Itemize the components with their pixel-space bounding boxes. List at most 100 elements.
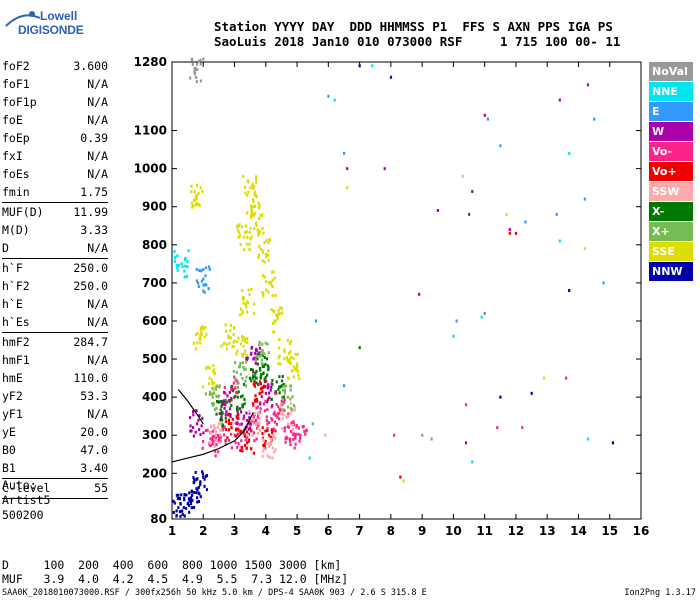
echo-point [283, 429, 286, 433]
echo-point [281, 403, 284, 407]
echo-point [274, 294, 277, 298]
echo-point [213, 408, 217, 412]
echo-point [247, 433, 250, 437]
y-tick-label: 800 [142, 238, 167, 252]
profile-curve [177, 389, 204, 425]
echo-point [253, 421, 256, 425]
echo-point [267, 351, 270, 355]
echo-point [252, 370, 255, 374]
echo-point [593, 117, 596, 121]
echo-point [256, 357, 259, 361]
echo-point [219, 422, 222, 426]
echo-point [217, 450, 220, 454]
echo-point [302, 424, 305, 428]
param-name: foEs [2, 167, 30, 181]
echo-point [194, 203, 197, 207]
echo-point [242, 417, 245, 421]
echo-point [225, 343, 229, 347]
echo-point [209, 437, 212, 441]
echo-point [241, 394, 244, 398]
echo-point [238, 428, 241, 432]
echo-point [202, 475, 205, 479]
echo-point [275, 422, 279, 426]
param-name: h`F2 [2, 279, 30, 293]
param-name: foF1p [2, 95, 37, 109]
echo-point [200, 333, 203, 337]
echo-point [255, 181, 258, 185]
distance-row: D 100 200 400 600 800 1000 1500 3000 [km… [2, 558, 342, 572]
echo-point [199, 62, 202, 66]
echo-point [203, 477, 206, 481]
echo-point [250, 209, 253, 213]
echo-point [583, 197, 586, 201]
echo-point [289, 355, 293, 359]
echo-point [255, 369, 258, 373]
echo-point [258, 429, 261, 433]
echo-point [242, 365, 245, 369]
echo-point [267, 368, 270, 372]
echo-point [299, 433, 302, 437]
echo-point [216, 425, 219, 429]
echo-point [294, 442, 297, 446]
echo-point [251, 187, 254, 191]
echo-point [249, 204, 253, 208]
echo-point [586, 83, 590, 87]
echo-point [195, 184, 199, 188]
echo-point [218, 441, 222, 445]
echo-point [278, 337, 281, 341]
param-name: hmF1 [2, 353, 30, 367]
echo-point [204, 429, 208, 433]
echo-point [260, 362, 263, 366]
echo-point [281, 410, 284, 414]
echo-point [238, 233, 242, 237]
echo-point [543, 376, 546, 380]
echo-point [191, 410, 195, 414]
echo-point [230, 404, 233, 408]
echo-point [455, 319, 458, 323]
echo-point [215, 438, 218, 442]
echo-point [245, 435, 249, 439]
param-row-clevel: C-level 55 [2, 479, 108, 497]
echo-point [278, 411, 282, 415]
echo-point [266, 398, 270, 402]
echo-point [241, 311, 244, 315]
param-name: B0 [2, 443, 16, 457]
echo-point [199, 79, 202, 83]
echo-point [274, 448, 277, 452]
echo-point [289, 401, 292, 405]
echo-point [346, 167, 349, 171]
echo-point [229, 432, 233, 436]
echo-point [214, 454, 217, 458]
echo-point [258, 391, 261, 395]
echo-point [266, 428, 269, 432]
param-row-hme: hmE 110.0 [2, 369, 108, 387]
y-tick-label: 700 [142, 276, 167, 290]
echo-point [250, 429, 253, 433]
echo-point [231, 417, 234, 421]
echo-point [252, 412, 255, 416]
echo-point [261, 250, 264, 254]
echo-point [239, 449, 242, 453]
echo-point [255, 347, 258, 351]
echo-point [311, 422, 314, 426]
echo-point [196, 488, 199, 492]
echo-point [255, 381, 258, 385]
echo-point [261, 437, 264, 441]
echo-point [196, 62, 199, 66]
param-row-ye: yE 20.0 [2, 423, 108, 441]
echo-point [243, 433, 246, 437]
echo-point [268, 455, 271, 459]
param-separator [2, 202, 108, 203]
echo-point [293, 408, 296, 412]
echo-point [464, 441, 468, 445]
y-tick-label: 1280 [134, 55, 167, 69]
echo-point [265, 280, 268, 284]
echo-point [235, 352, 238, 356]
echo-point [237, 413, 240, 417]
echo-point [173, 249, 176, 253]
echo-point [253, 439, 256, 443]
auto-version: 500200 [2, 508, 44, 522]
echo-point [192, 434, 195, 438]
echo-point [430, 437, 433, 441]
echo-point [202, 277, 205, 281]
